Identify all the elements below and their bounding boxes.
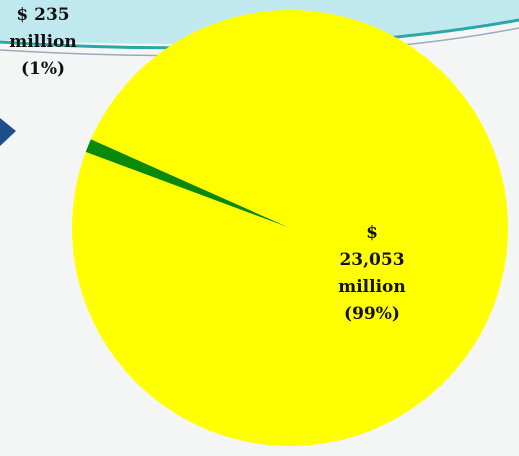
data-label: $ 235 million (1%)	[9, 5, 77, 79]
data-label: $ 23,053 million (99%)	[338, 223, 406, 324]
bullet-arrow	[0, 118, 16, 146]
pie-slice	[71, 10, 508, 447]
pie-slice	[85, 139, 291, 228]
